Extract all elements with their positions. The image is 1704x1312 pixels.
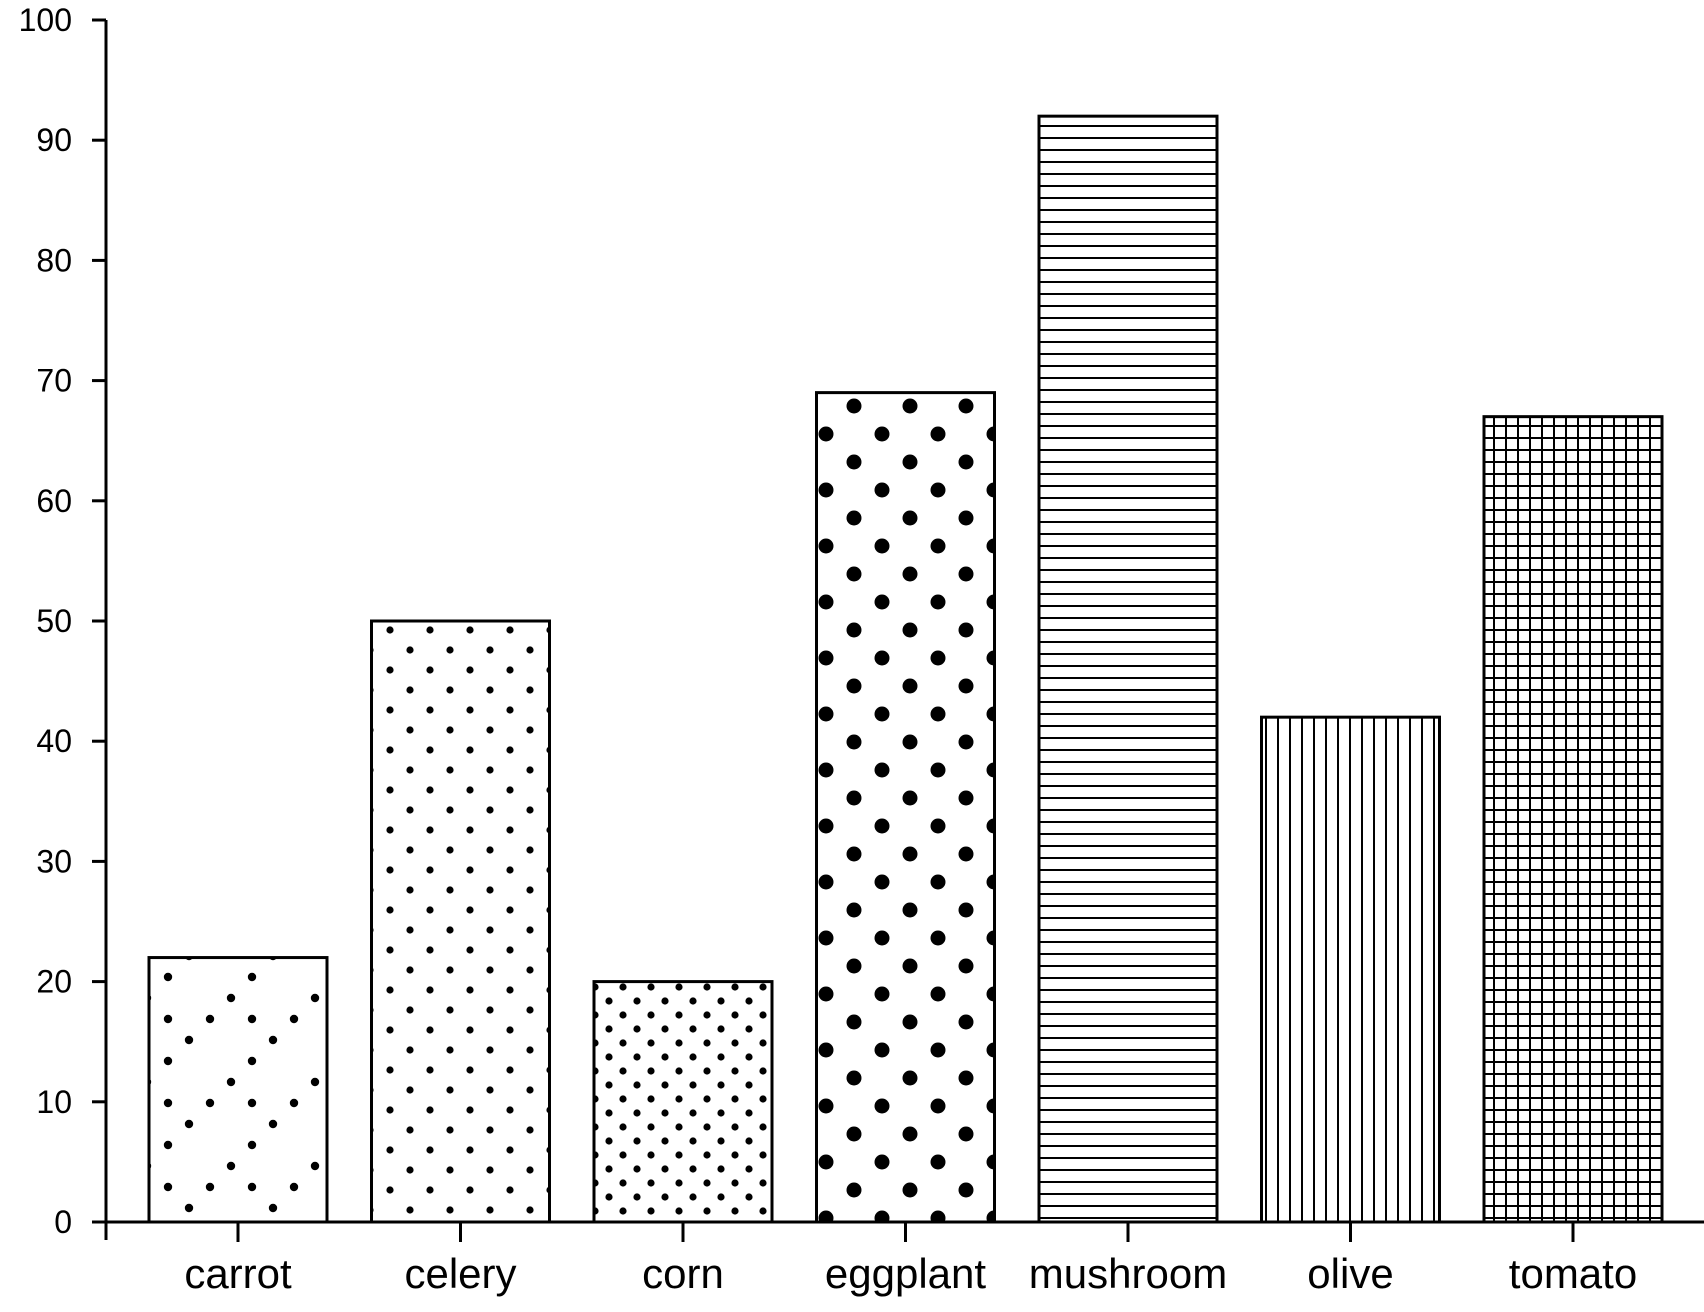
- axes-layer: 0 10 20 30 40 50 60 70 80 90 100 carrot celery corn eg…: [19, 2, 1704, 1297]
- bar-carrot: [147, 956, 329, 1224]
- x-tick-label-mushroom: mushroom: [1029, 1250, 1227, 1297]
- x-tick-label-corn: corn: [642, 1250, 724, 1297]
- y-tick-label-30: 30: [36, 843, 72, 879]
- y-tick-label-100: 100: [19, 2, 72, 38]
- x-tick-label-eggplant: eggplant: [825, 1250, 986, 1297]
- bar-olive: [1260, 715, 1441, 1224]
- y-tick-label-10: 10: [36, 1084, 72, 1120]
- x-tick-label-tomato: tomato: [1509, 1250, 1637, 1297]
- bar-mushroom: [1037, 114, 1219, 1224]
- y-tick-label-50: 50: [36, 603, 72, 639]
- x-tick-label-olive: olive: [1307, 1250, 1393, 1297]
- bars-layer: [147, 114, 1664, 1224]
- x-tick-label-carrot: carrot: [184, 1250, 292, 1297]
- y-tick-label-90: 90: [36, 122, 72, 158]
- y-tick-label-0: 0: [54, 1204, 72, 1240]
- y-tick-label-80: 80: [36, 242, 72, 278]
- bar-tomato: [1482, 415, 1664, 1224]
- y-tick-label-60: 60: [36, 483, 72, 519]
- y-tick-label-70: 70: [36, 363, 72, 399]
- y-tick-label-20: 20: [36, 964, 72, 1000]
- bar-celery: [370, 619, 551, 1224]
- bar-eggplant: [815, 391, 996, 1224]
- y-tick-label-40: 40: [36, 723, 72, 759]
- bar-corn: [592, 980, 774, 1224]
- x-tick-label-celery: celery: [404, 1250, 516, 1297]
